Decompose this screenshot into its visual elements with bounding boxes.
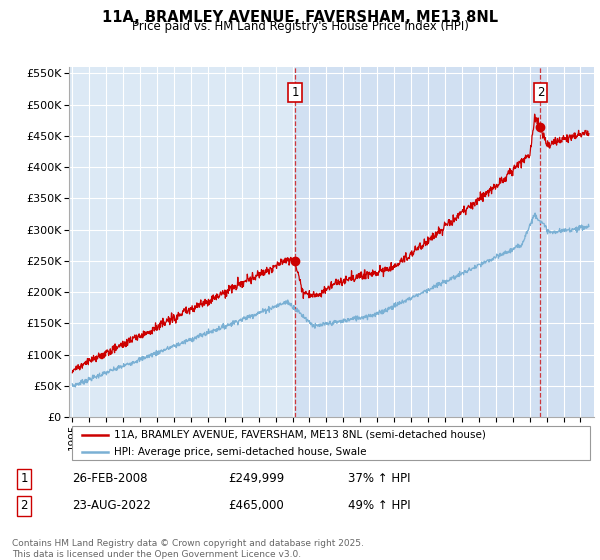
FancyBboxPatch shape <box>71 426 590 460</box>
Text: 1: 1 <box>292 86 299 99</box>
Text: £465,000: £465,000 <box>228 500 284 512</box>
Text: 1: 1 <box>20 473 28 486</box>
Text: 49% ↑ HPI: 49% ↑ HPI <box>348 500 410 512</box>
Text: 2: 2 <box>20 500 28 512</box>
Bar <box>295 67 594 417</box>
Text: 37% ↑ HPI: 37% ↑ HPI <box>348 473 410 486</box>
Text: HPI: Average price, semi-detached house, Swale: HPI: Average price, semi-detached house,… <box>113 447 366 458</box>
Text: 11A, BRAMLEY AVENUE, FAVERSHAM, ME13 8NL: 11A, BRAMLEY AVENUE, FAVERSHAM, ME13 8NL <box>102 10 498 25</box>
Text: £249,999: £249,999 <box>228 473 284 486</box>
Text: 11A, BRAMLEY AVENUE, FAVERSHAM, ME13 8NL (semi-detached house): 11A, BRAMLEY AVENUE, FAVERSHAM, ME13 8NL… <box>113 430 485 440</box>
Text: 23-AUG-2022: 23-AUG-2022 <box>72 500 151 512</box>
Text: Price paid vs. HM Land Registry's House Price Index (HPI): Price paid vs. HM Land Registry's House … <box>131 20 469 33</box>
Text: Contains HM Land Registry data © Crown copyright and database right 2025.
This d: Contains HM Land Registry data © Crown c… <box>12 539 364 559</box>
Text: 2: 2 <box>537 86 544 99</box>
Text: 26-FEB-2008: 26-FEB-2008 <box>72 473 148 486</box>
